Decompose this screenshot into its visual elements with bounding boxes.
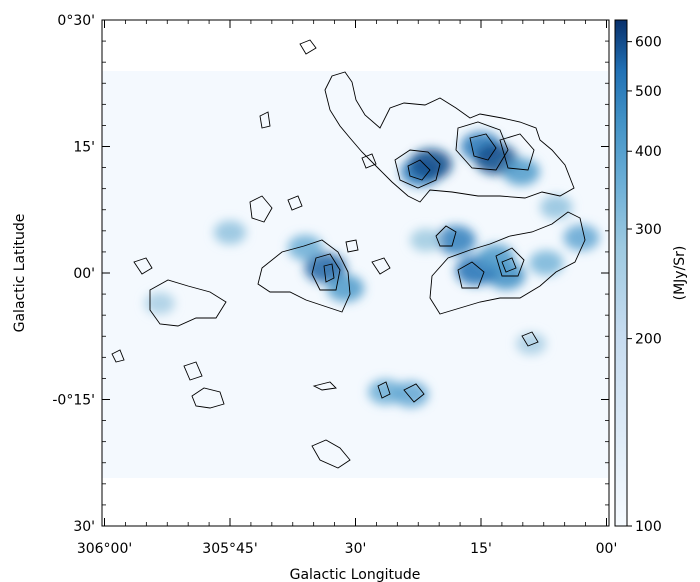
x-tick-label: 30' bbox=[345, 541, 367, 557]
colorbar-tick-label: 300 bbox=[635, 222, 662, 238]
x-tick-label: 00' bbox=[596, 541, 618, 557]
contour-line bbox=[407, 159, 431, 181]
emission-peak bbox=[304, 252, 347, 284]
emission-peak bbox=[144, 292, 175, 315]
x-tick-label: 306°00' bbox=[77, 541, 132, 557]
emission-peak bbox=[563, 224, 600, 251]
colorbar: 100 200 300 400 500 600 (MJy/Sr) bbox=[614, 19, 688, 535]
contour-line bbox=[469, 133, 497, 161]
contour-line bbox=[149, 279, 227, 327]
plot-area: 306°00' 305°45' 30' 15' 00' 0°30' 15' 00' -0°15… bbox=[12, 13, 617, 582]
contour-line bbox=[521, 331, 539, 347]
y-tick-label: 00' bbox=[73, 266, 95, 282]
contour-line bbox=[323, 263, 335, 283]
contour-line bbox=[371, 257, 391, 275]
colorbar-gradient bbox=[614, 19, 628, 527]
contour-line bbox=[501, 257, 517, 273]
emission-peak bbox=[502, 158, 540, 186]
y-tick-label: 0°30' bbox=[57, 13, 95, 29]
colorbar-tick-label: 500 bbox=[635, 84, 662, 100]
contour-line bbox=[324, 71, 575, 203]
contour-line bbox=[377, 381, 391, 399]
contour-line bbox=[435, 225, 457, 247]
contour-line bbox=[111, 349, 125, 363]
colorbar-tick-label: 400 bbox=[635, 144, 662, 160]
contour-layer bbox=[111, 39, 586, 469]
colorbar-ticks: 100 200 300 400 500 600 bbox=[627, 35, 662, 535]
contour-line bbox=[429, 211, 586, 315]
y-tick-label: 30' bbox=[73, 519, 95, 535]
emission-peak bbox=[409, 148, 453, 180]
contour-line bbox=[259, 111, 271, 129]
emission-peak bbox=[392, 381, 429, 408]
contour-line bbox=[311, 439, 351, 469]
emission-peak bbox=[516, 332, 547, 355]
contour-line bbox=[183, 361, 203, 381]
y-axis-ticks: 0°30' 15' 00' -0°15' 30' bbox=[52, 13, 609, 535]
colorbar-tick-label: 600 bbox=[635, 35, 662, 51]
contour-line bbox=[312, 381, 337, 391]
image-background bbox=[102, 71, 608, 478]
contour-line bbox=[457, 261, 485, 289]
contour-line bbox=[249, 195, 273, 223]
emission-peak bbox=[326, 274, 365, 302]
contour-line bbox=[191, 387, 225, 409]
y-axis-label: Galactic Latitude bbox=[12, 214, 28, 333]
colorbar-tick-label: 200 bbox=[635, 332, 662, 348]
contour-line bbox=[403, 383, 425, 403]
y-tick-label: -0°15' bbox=[52, 393, 95, 409]
emission-peak bbox=[213, 220, 247, 245]
x-tick-label: 15' bbox=[470, 541, 492, 557]
emission-peak bbox=[540, 195, 573, 220]
emission-peak bbox=[287, 234, 323, 261]
contour-line bbox=[287, 195, 303, 211]
colorbar-label: (MJy/Sr) bbox=[672, 246, 688, 301]
contour-line bbox=[455, 121, 509, 171]
emission-peak bbox=[529, 250, 564, 276]
emission-peak bbox=[435, 225, 476, 255]
y-tick-label: 15' bbox=[73, 140, 95, 156]
x-axis-label: Galactic Longitude bbox=[290, 567, 421, 582]
colorbar-tick-label: 100 bbox=[635, 519, 662, 535]
contour-line bbox=[499, 133, 535, 171]
contour-line bbox=[495, 247, 525, 277]
x-axis-ticks: 306°00' 305°45' 30' 15' 00' bbox=[77, 20, 618, 557]
y-axis-minor-ticks bbox=[102, 19, 609, 527]
contour-line bbox=[361, 153, 377, 169]
contour-line bbox=[345, 239, 359, 253]
x-tick-label: 305°45' bbox=[202, 541, 257, 557]
contour-line bbox=[311, 253, 341, 291]
contour-line bbox=[299, 39, 317, 55]
contour-line bbox=[394, 149, 441, 189]
contour-line bbox=[133, 257, 153, 275]
emission-peak bbox=[410, 228, 442, 252]
x-axis-minor-ticks bbox=[104, 20, 607, 526]
contour-line bbox=[257, 239, 351, 313]
